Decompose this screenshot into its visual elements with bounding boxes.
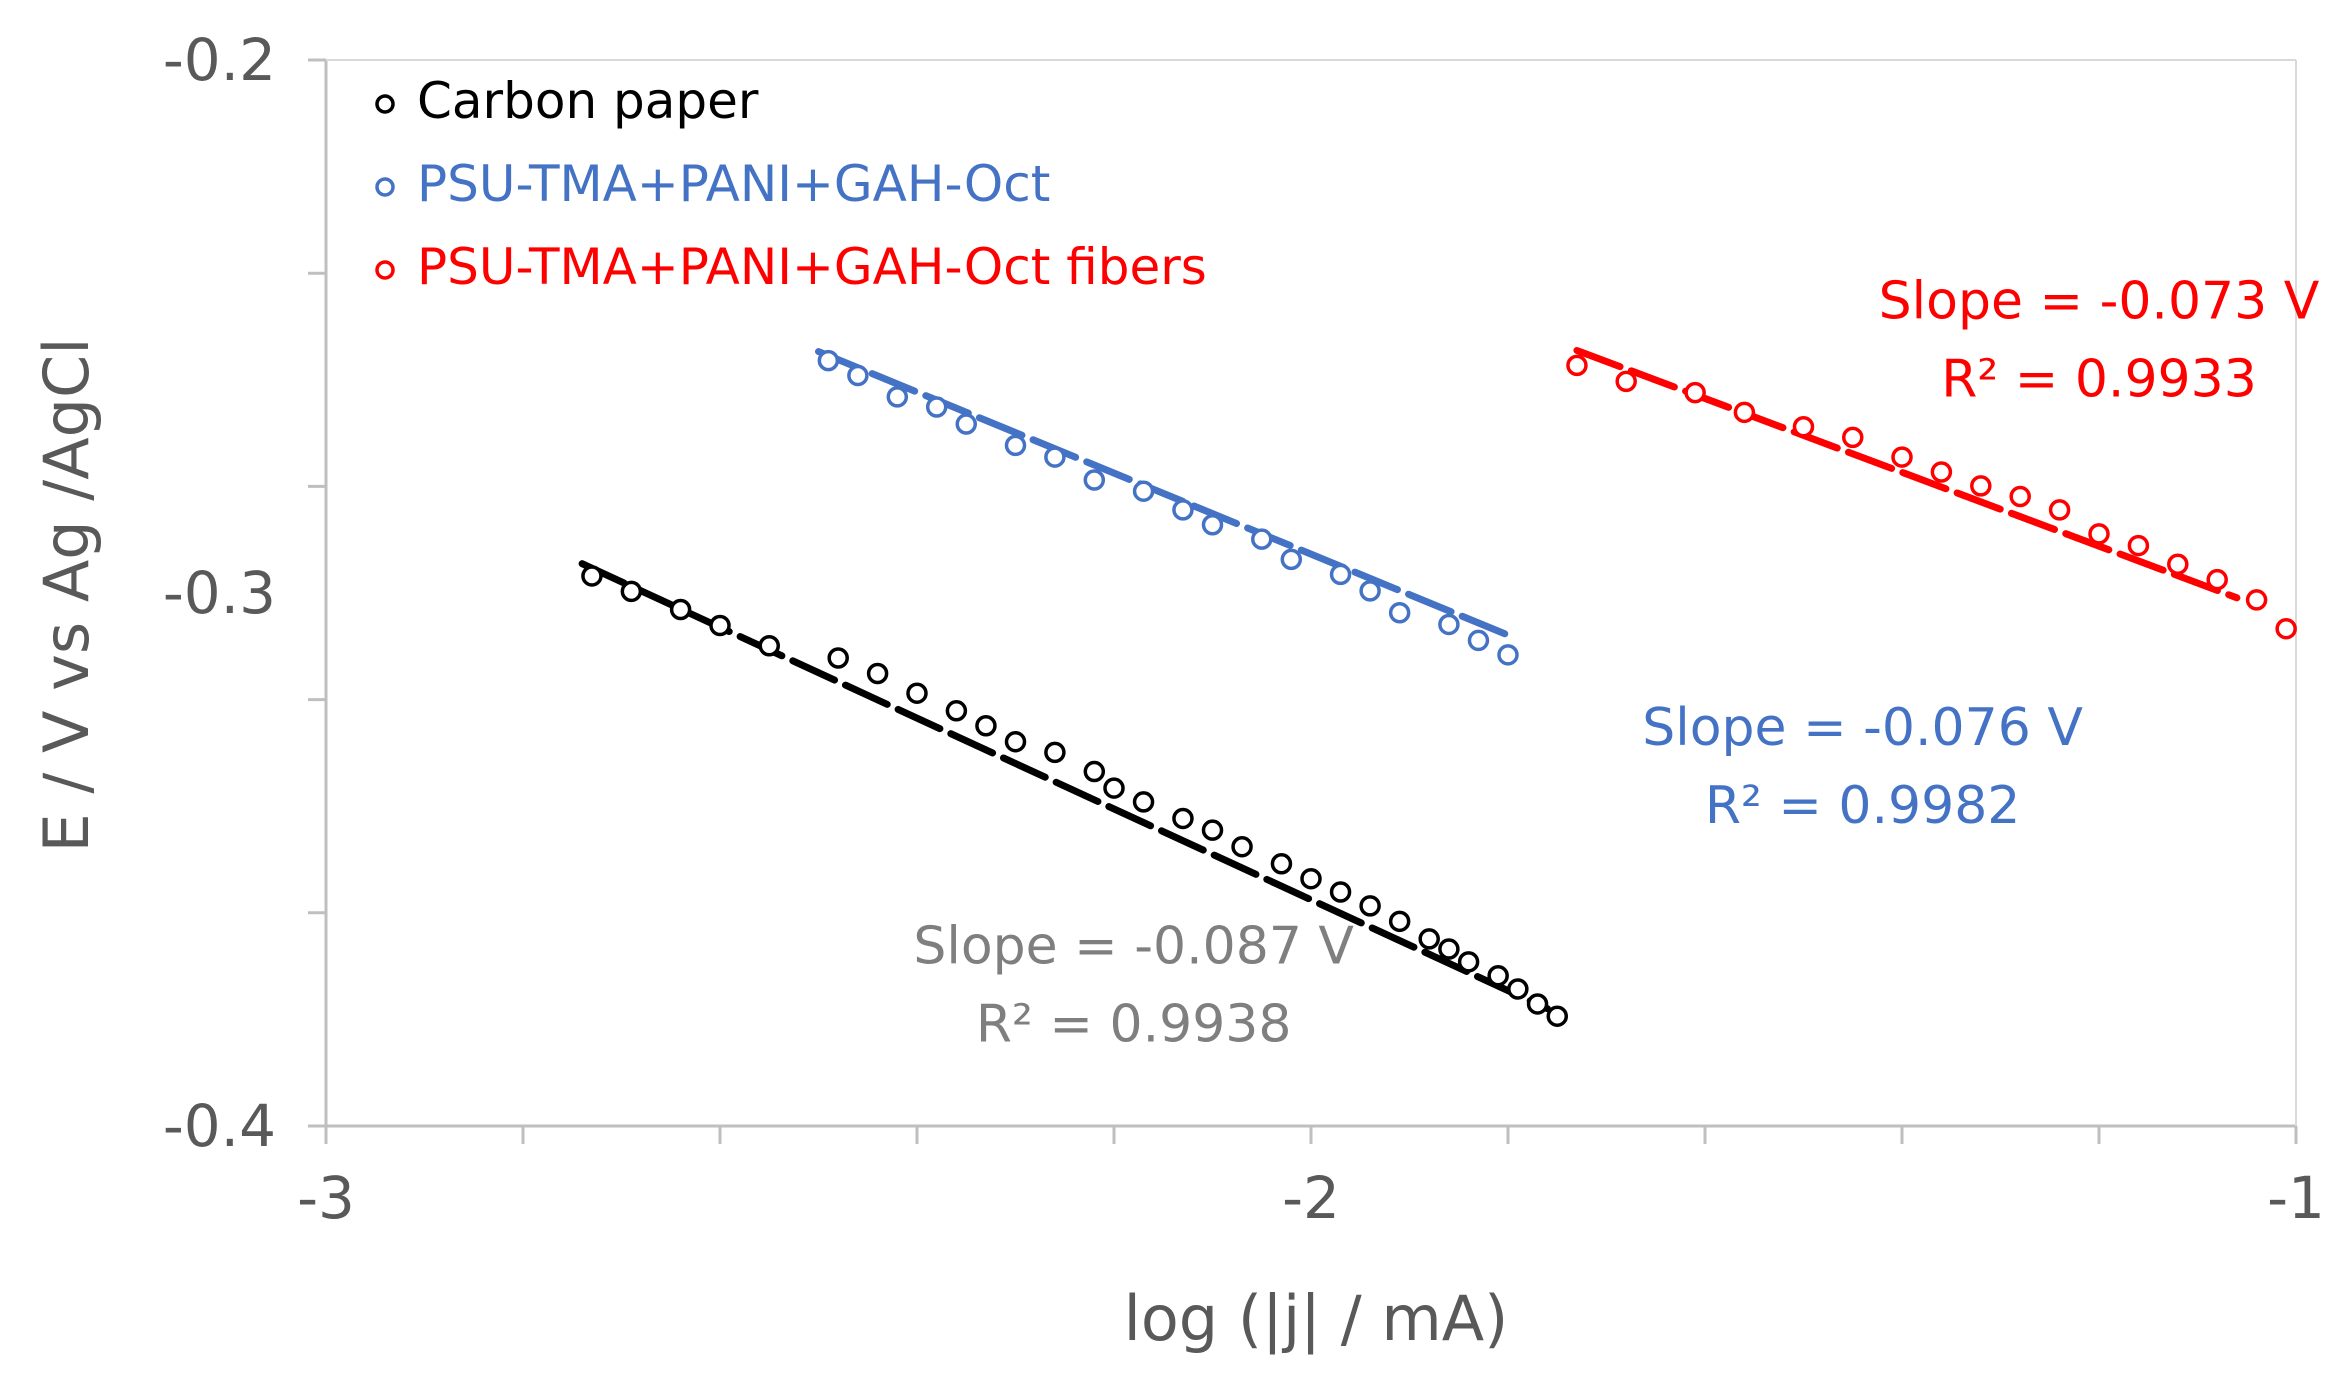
data-point-series-3 bbox=[2206, 568, 2228, 591]
data-point-series-2 bbox=[1467, 629, 1490, 652]
x-tick-label: -1 bbox=[2267, 1164, 2325, 1232]
data-point-series-1 bbox=[1172, 807, 1194, 830]
data-point-series-3 bbox=[2127, 534, 2150, 557]
data-point-series-1 bbox=[1044, 741, 1066, 764]
data-point-series-3 bbox=[2245, 589, 2268, 611]
data-point-series-2 bbox=[1438, 613, 1460, 636]
data-point-series-3 bbox=[1792, 415, 1815, 438]
ticks: -3 -2 -1 -0.2 -0.3 -0.4 bbox=[163, 26, 2325, 1232]
y-tick-label: -0.3 bbox=[163, 559, 276, 627]
data-point-series-2 bbox=[1280, 548, 1303, 571]
data-point-series-2 bbox=[1359, 580, 1381, 602]
data-point-series-1 bbox=[1457, 951, 1480, 973]
data-point-series-1 bbox=[866, 662, 889, 685]
data-points bbox=[581, 349, 2297, 1027]
data-point-series-2 bbox=[1497, 644, 1519, 666]
x-tick-label: -2 bbox=[1282, 1164, 1340, 1232]
data-point-series-1 bbox=[1507, 978, 1529, 1000]
slope-label-series-1: Slope = -0.087 V bbox=[913, 916, 1354, 976]
data-point-series-1 bbox=[1418, 928, 1440, 950]
data-point-series-1 bbox=[1103, 777, 1125, 799]
data-point-series-3 bbox=[1970, 475, 1992, 497]
data-point-series-1 bbox=[945, 700, 968, 722]
data-point-series-1 bbox=[581, 565, 603, 587]
data-point-series-2 bbox=[1044, 446, 1066, 468]
data-point-series-3 bbox=[1684, 381, 1706, 404]
data-point-series-1 bbox=[1270, 853, 1293, 875]
data-point-series-2 bbox=[1201, 514, 1224, 536]
data-point-series-3 bbox=[1930, 461, 1953, 483]
data-point-series-3 bbox=[1733, 401, 1756, 424]
data-point-series-1 bbox=[906, 682, 928, 704]
data-point-series-1 bbox=[1359, 895, 1381, 917]
data-point-series-2 bbox=[1388, 601, 1411, 624]
data-point-series-2 bbox=[955, 413, 977, 435]
trendlines bbox=[578, 346, 2241, 1013]
data-point-series-3 bbox=[2088, 523, 2110, 545]
slope-label-series-3: Slope = -0.073 V bbox=[1879, 272, 2320, 332]
data-point-series-1 bbox=[1388, 910, 1411, 933]
y-axis-label: E / V vs Ag /AgCl bbox=[30, 338, 103, 853]
data-point-series-3 bbox=[2275, 617, 2297, 640]
data-point-series-1 bbox=[1546, 1005, 1568, 1027]
y-tick-label: -0.4 bbox=[163, 1092, 276, 1160]
legend-label-2: PSU-TMA+PANI+GAH-Oct bbox=[417, 155, 1050, 213]
data-point-series-1 bbox=[1438, 938, 1460, 960]
x-axis-label: log (|j| / mA) bbox=[1124, 1282, 1509, 1356]
data-point-series-1 bbox=[975, 714, 997, 737]
legend-marker-3 bbox=[375, 260, 395, 280]
data-point-series-3 bbox=[2048, 499, 2071, 521]
data-point-series-1 bbox=[620, 580, 643, 603]
data-point-series-2 bbox=[1329, 563, 1352, 586]
data-point-series-2 bbox=[925, 396, 948, 418]
legend-label-1: Carbon paper bbox=[417, 72, 759, 130]
legend-marker-1 bbox=[375, 94, 395, 114]
r2-label-series-2: R² = 0.9982 bbox=[1705, 776, 2021, 836]
legend-marker-2 bbox=[375, 177, 395, 197]
data-point-series-1 bbox=[1487, 964, 1509, 987]
data-point-series-1 bbox=[758, 635, 780, 657]
data-point-series-1 bbox=[1526, 993, 1549, 1015]
data-point-series-2 bbox=[1251, 528, 1273, 550]
data-point-series-2 bbox=[1083, 469, 1106, 491]
data-point-series-2 bbox=[1004, 434, 1027, 457]
data-point-series-1 bbox=[1083, 760, 1106, 783]
data-point-series-1 bbox=[1231, 835, 1253, 858]
data-point-series-2 bbox=[1132, 480, 1155, 502]
annotations: Slope = -0.087 V R² = 0.9938 Slope = -0.07… bbox=[913, 272, 2319, 1055]
data-point-series-1 bbox=[827, 647, 849, 669]
data-point-series-3 bbox=[2167, 553, 2189, 575]
r2-label-series-3: R² = 0.9933 bbox=[1941, 350, 2257, 410]
legend: Carbon paper PSU-TMA+PANI+GAH-Oct PSU-TMA+… bbox=[375, 72, 1207, 296]
data-point-series-1 bbox=[1132, 791, 1155, 813]
legend-label-3: PSU-TMA+PANI+GAH-Oct fibers bbox=[417, 238, 1207, 296]
data-point-series-1 bbox=[1201, 819, 1224, 841]
r2-label-series-1: R² = 0.9938 bbox=[976, 994, 1292, 1054]
trendline-series-1 bbox=[578, 560, 1551, 1013]
x-tick-label: -3 bbox=[297, 1164, 355, 1232]
data-point-series-1 bbox=[669, 598, 692, 621]
axes bbox=[324, 59, 2297, 1128]
data-point-series-2 bbox=[817, 349, 840, 372]
slope-label-series-2: Slope = -0.076 V bbox=[1642, 698, 2083, 758]
y-tick-label: -0.2 bbox=[163, 26, 276, 94]
data-point-series-3 bbox=[1615, 370, 1637, 393]
data-point-series-3 bbox=[1891, 446, 1913, 468]
data-point-series-1 bbox=[1300, 867, 1322, 890]
data-point-series-3 bbox=[1566, 354, 1588, 377]
trendline-series-2 bbox=[815, 348, 1512, 639]
data-point-series-2 bbox=[847, 364, 869, 387]
data-point-series-1 bbox=[1004, 730, 1027, 753]
data-point-series-3 bbox=[1842, 426, 1864, 449]
data-point-series-3 bbox=[2009, 485, 2031, 508]
data-point-series-2 bbox=[1172, 499, 1194, 521]
data-point-series-1 bbox=[709, 614, 731, 637]
data-point-series-1 bbox=[1329, 881, 1352, 903]
data-point-series-2 bbox=[886, 386, 909, 408]
